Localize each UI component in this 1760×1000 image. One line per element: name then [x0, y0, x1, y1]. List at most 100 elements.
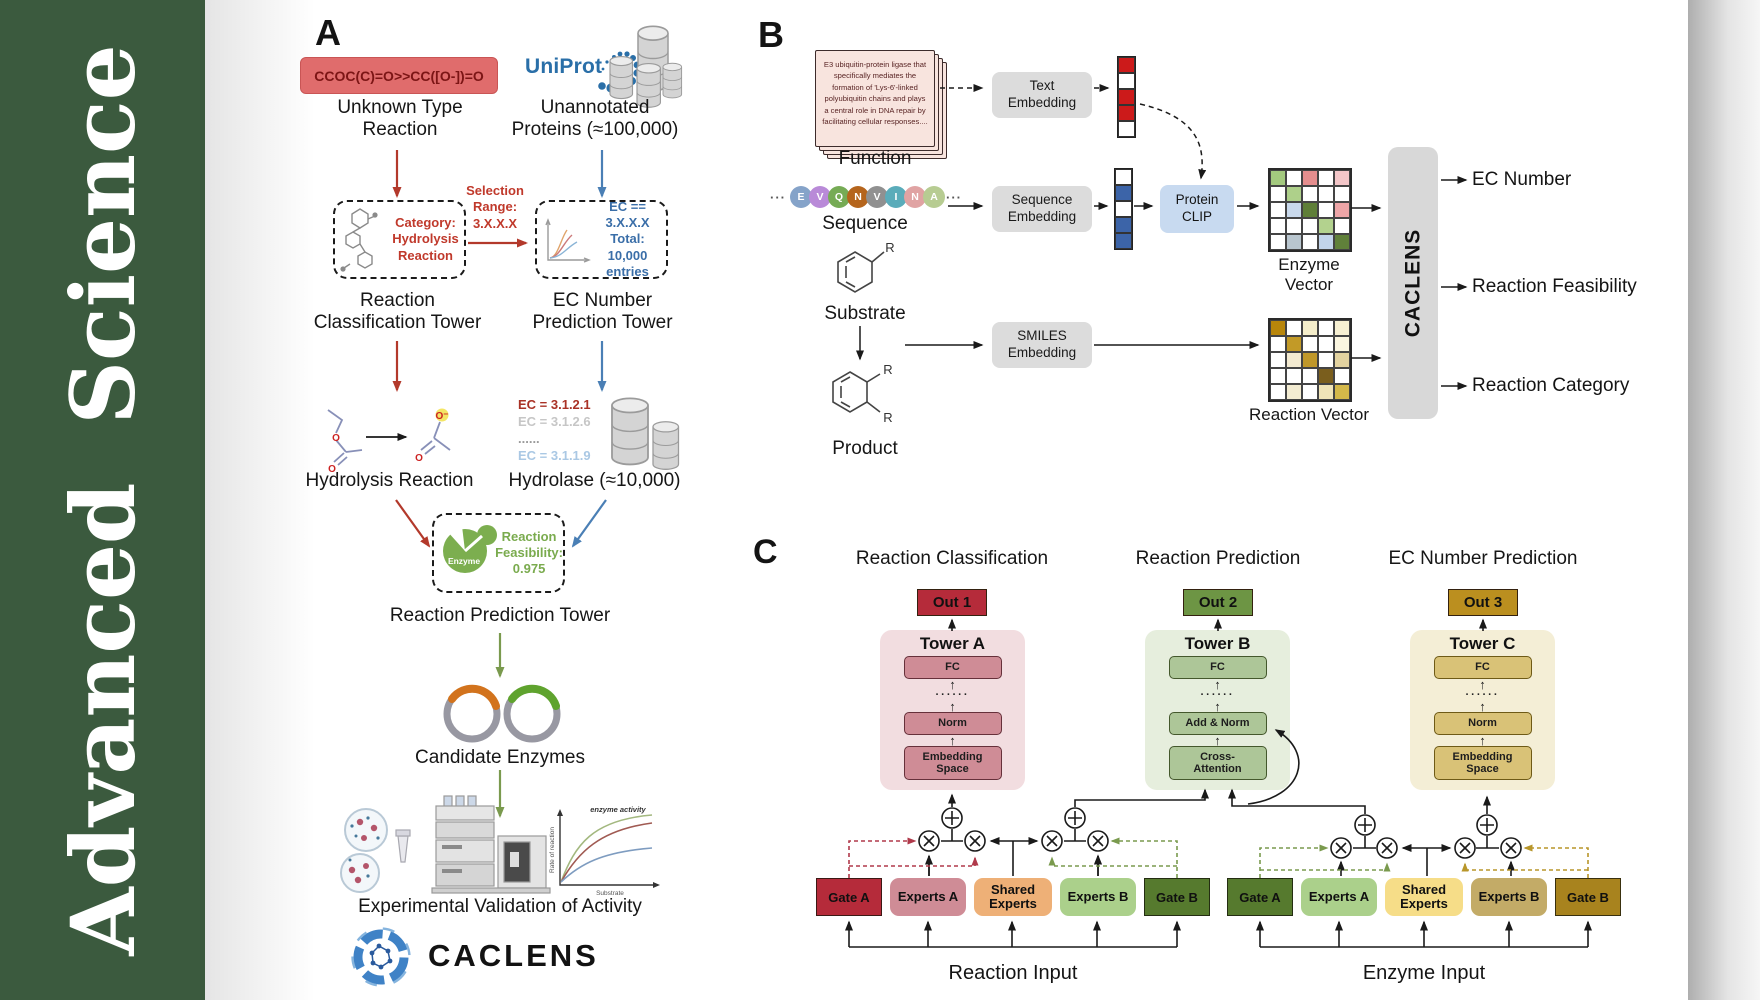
- product-label: Product: [832, 438, 898, 459]
- gate-b-left: Gate B: [1144, 878, 1210, 916]
- acetate-molecule: [420, 408, 451, 455]
- vector-cell: [1286, 352, 1302, 368]
- multiply-node: [964, 830, 986, 852]
- gate-a-left-dashed: [848, 837, 979, 878]
- residue-circle: V: [866, 186, 888, 208]
- uniprot-logo: UniProt: [525, 55, 603, 78]
- vector-cell: [1318, 352, 1334, 368]
- vector-cell: [1118, 57, 1135, 73]
- substrate-label: Substrate: [824, 303, 906, 324]
- uniprot-logo-dots: [598, 51, 641, 93]
- journal-sidebar: Advanced Science: [0, 0, 205, 1000]
- journal-word-science: Science: [50, 44, 155, 425]
- function-card: E3 ubiquitin-protein ligase that specifi…: [815, 50, 935, 147]
- unannotated-proteins-label: Unannotated Proteins (≈100,000): [511, 97, 679, 141]
- up-arrow-icon: ↑: [949, 698, 956, 714]
- enzyme-input-label: Enzyme Input: [1362, 962, 1486, 984]
- vector-cell: [1318, 384, 1334, 400]
- vector-cell: [1270, 170, 1286, 186]
- classification-dashed-box: Category: Hydrolysis Reaction: [333, 200, 466, 279]
- vector-cell: [1318, 320, 1334, 336]
- vector-cell: [1302, 202, 1318, 218]
- journal-word-advanced: Advanced: [50, 482, 155, 956]
- vector-cell: [1270, 368, 1286, 384]
- vector-cell: [1334, 320, 1350, 336]
- vector-cell: [1318, 218, 1334, 234]
- ec-tower-label: EC Number Prediction Tower: [532, 290, 673, 334]
- vector-cell: [1286, 218, 1302, 234]
- substrate-r-label: R: [885, 240, 894, 255]
- tower-c-fc: FC: [1433, 655, 1532, 679]
- vector-cell: [1286, 320, 1302, 336]
- database-cluster-unannotated: [609, 25, 683, 108]
- output-reaction-category: Reaction Category: [1472, 375, 1630, 396]
- multiply-node: [918, 830, 940, 852]
- vector-cell: [1334, 234, 1350, 250]
- experts-b-left: Experts B: [1060, 878, 1136, 916]
- up-arrow-icon: ↑: [949, 676, 956, 692]
- tower-b-cross-attention: Cross- Attention: [1168, 745, 1267, 780]
- substrate-molecule: [837, 251, 885, 293]
- vector-cell: [1118, 89, 1135, 105]
- multiply-node: [1041, 830, 1063, 852]
- vector-cell: [1270, 218, 1286, 234]
- up-arrow-icon: ↑: [1214, 698, 1221, 714]
- tower-c: Tower C FC ↑ ······ ↑ Norm ↑ Embedding Sp…: [1410, 630, 1555, 790]
- hplc-instrument-icon: [431, 795, 551, 894]
- vector-cell: [1286, 384, 1302, 400]
- feasibility-dashed-box: Reaction Feasibility: 0.975: [432, 513, 565, 593]
- panel-b-label: B: [758, 14, 784, 55]
- smiles-embedding-box: SMILES Embedding: [992, 322, 1092, 368]
- up-arrow-icon: ↑: [1479, 698, 1486, 714]
- up-arrow-icon: ↑: [1479, 732, 1486, 748]
- gate-a-right: Gate A: [1227, 878, 1293, 916]
- gating-nodes: [918, 807, 1522, 859]
- caclens-model-bar: CACLENS: [1388, 147, 1438, 419]
- validation-label: Experimental Validation of Activity: [358, 896, 642, 917]
- hydrolase-label: Hydrolase (≈10,000): [508, 470, 681, 491]
- experts-a-left: Experts A: [890, 878, 966, 916]
- vector-cell: [1286, 186, 1302, 202]
- text-embedding-vector: [1117, 56, 1136, 138]
- add-node: [941, 807, 963, 829]
- ellipsis-left: ···: [770, 189, 786, 205]
- vector-cell: [1302, 352, 1318, 368]
- vector-cell: [1270, 202, 1286, 218]
- caclens-wordmark: CACLENS: [428, 938, 599, 973]
- shared-experts-left: Shared Experts: [974, 878, 1052, 916]
- out-3-box: Out 3: [1448, 589, 1518, 616]
- vector-cell: [1334, 336, 1350, 352]
- gate-b-right: Gate B: [1555, 878, 1621, 916]
- cells-icon: [340, 808, 411, 893]
- experts-a-right: Experts A: [1301, 878, 1377, 916]
- residue-circle: E: [790, 186, 812, 208]
- caclens-logo-icon: [351, 927, 411, 987]
- vector-cell: [1334, 218, 1350, 234]
- vector-cell: [1270, 320, 1286, 336]
- ec-list-item: EC = 3.1.2.6: [518, 414, 591, 430]
- residue-circle: I: [885, 186, 907, 208]
- residue-circle: N: [904, 186, 926, 208]
- shared-experts-right: Shared Experts: [1385, 878, 1463, 916]
- vector-cell: [1270, 186, 1286, 202]
- gate-b-right-dashed: [1461, 844, 1589, 878]
- add-node: [1354, 814, 1376, 836]
- vector-cell: [1302, 186, 1318, 202]
- tower-c-embedding-space: Embedding Space: [1433, 745, 1532, 780]
- vector-cell: [1286, 234, 1302, 250]
- page-shadow: [205, 0, 315, 1000]
- database-cluster-hydrolase: [611, 397, 680, 470]
- header-ec-number-prediction: EC Number Prediction: [1388, 548, 1578, 569]
- residue-circle: V: [809, 186, 831, 208]
- prediction-tower-label: Reaction Prediction Tower: [389, 605, 611, 626]
- feasibility-text: Reaction Feasibility: 0.975: [495, 528, 563, 577]
- enzyme-vector-label: Enzyme Vector: [1278, 255, 1340, 294]
- vector-cell: [1318, 202, 1334, 218]
- vector-cell: [1270, 384, 1286, 400]
- tower-b-add-norm: Add & Norm: [1168, 711, 1267, 735]
- svg-text:O: O: [415, 453, 423, 464]
- header-reaction-prediction: Reaction Prediction: [1135, 548, 1301, 569]
- enzyme-vector-matrix: [1268, 168, 1352, 252]
- panel-a-label: A: [315, 12, 341, 53]
